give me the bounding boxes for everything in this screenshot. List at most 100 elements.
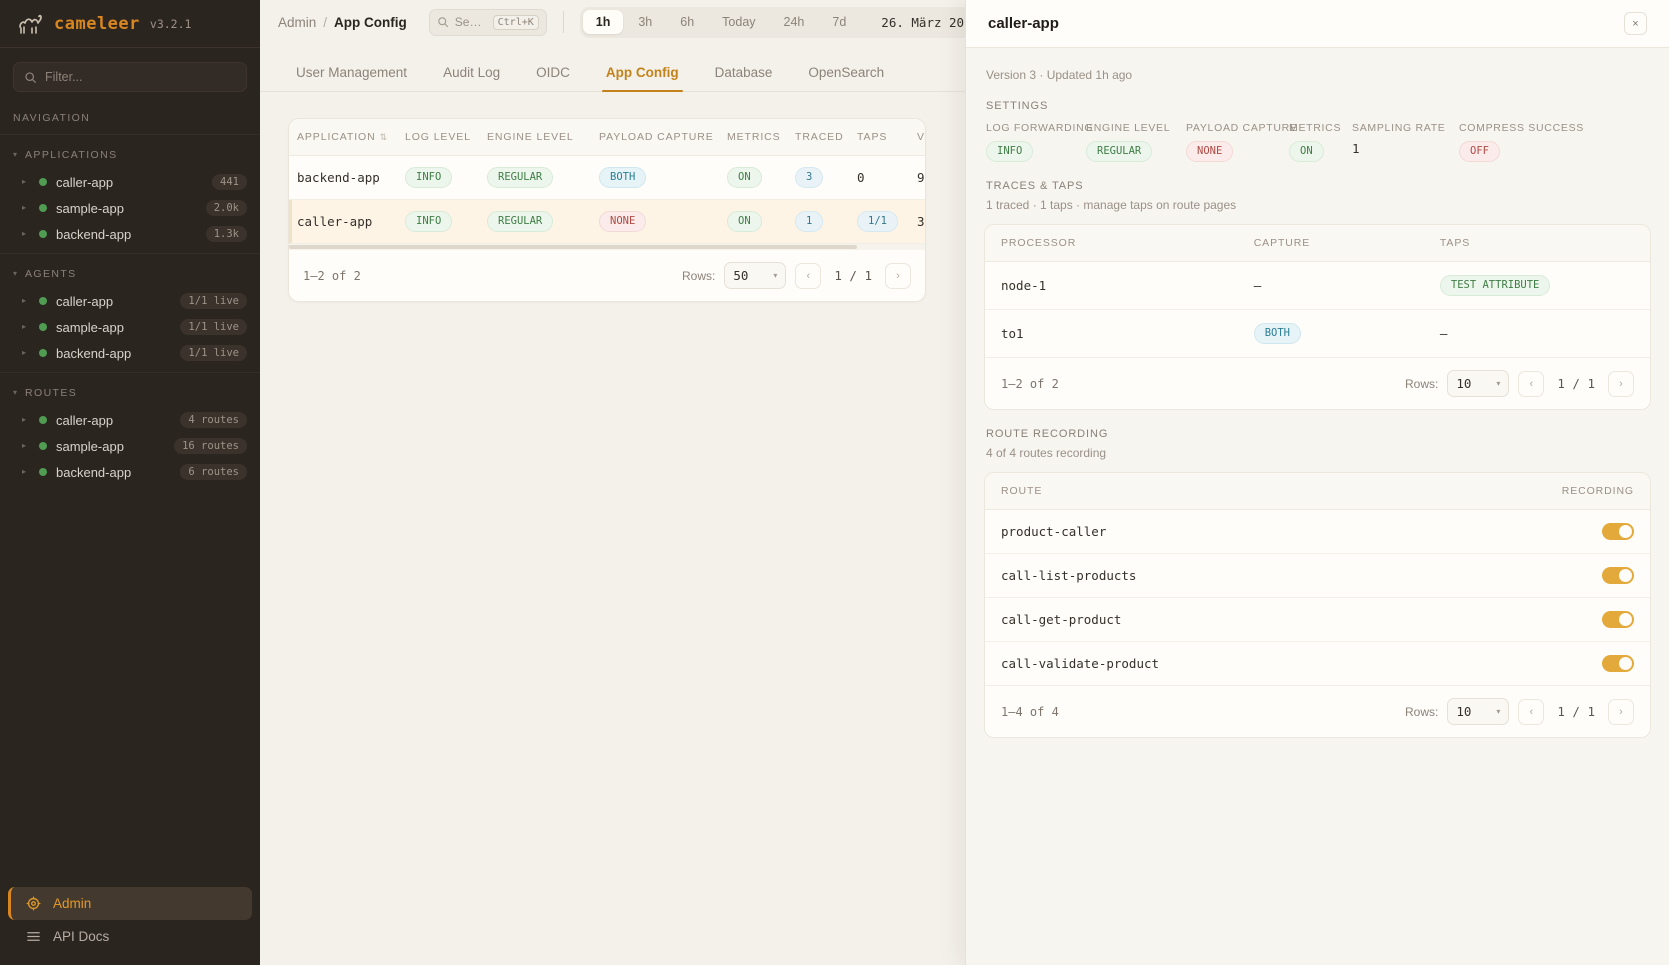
next-page-button[interactable]: › bbox=[1608, 698, 1634, 725]
col-metrics[interactable]: METRICS bbox=[719, 119, 787, 156]
section-header-routes[interactable]: ▾ ROUTES bbox=[0, 373, 260, 407]
content-area: APPLICATION ⇅ LOG LEVEL ENGINE LEVEL PAYL… bbox=[260, 92, 1669, 328]
tab-opensearch[interactable]: OpenSearch bbox=[808, 64, 885, 80]
table-row[interactable]: product-caller bbox=[985, 509, 1650, 555]
next-page-button[interactable]: › bbox=[885, 262, 911, 289]
sidebar-item-routes-caller-app[interactable]: ▸ caller-app 4 routes bbox=[0, 407, 260, 433]
range-3h[interactable]: 3h bbox=[638, 15, 653, 29]
col-application[interactable]: APPLICATION ⇅ bbox=[289, 119, 397, 156]
scrollbar-thumb[interactable] bbox=[289, 245, 857, 250]
pagination: Rows: 10 ▾ ‹ 1 / 1 › bbox=[1405, 698, 1634, 726]
sidebar-item-admin[interactable]: Admin bbox=[8, 887, 252, 920]
range-24h[interactable]: 24h bbox=[783, 15, 805, 29]
brand[interactable]: cameleer v3.2.1 bbox=[0, 0, 260, 48]
result-count: 1–4 of 4 bbox=[1001, 704, 1059, 719]
recording-heading: ROUTE RECORDING bbox=[986, 428, 1109, 441]
col-recording[interactable]: RECORDING bbox=[1450, 473, 1650, 511]
recording-toggle[interactable] bbox=[1602, 567, 1634, 585]
table-row[interactable]: node-1 — TEST ATTRIBUTE bbox=[985, 261, 1650, 311]
range-7d[interactable]: 7d bbox=[832, 15, 847, 29]
cell-engine-level: REGULAR bbox=[479, 155, 591, 201]
col-taps[interactable]: TAPS bbox=[1423, 225, 1650, 263]
col-processor[interactable]: PROCESSOR bbox=[985, 225, 1238, 263]
recording-toggle[interactable] bbox=[1602, 655, 1634, 673]
range-6h[interactable]: 6h bbox=[680, 15, 695, 29]
col-engine-level[interactable]: ENGINE LEVEL bbox=[479, 119, 591, 156]
tab-audit-log[interactable]: Audit Log bbox=[443, 64, 501, 80]
metrics-badge: ON bbox=[727, 211, 762, 233]
sidebar-item-agents-caller-app[interactable]: ▸ caller-app 1/1 live bbox=[0, 288, 260, 314]
rows-per-page-select[interactable]: 10 ▾ bbox=[1447, 698, 1510, 726]
cell-taps: 1/1 bbox=[849, 199, 909, 245]
table-row[interactable]: backend-app INFO REGULAR BOTH ON 3 0 9 bbox=[289, 155, 925, 201]
col-payload-capture[interactable]: PAYLOAD CAPTURE bbox=[591, 119, 719, 156]
sidebar-item-badge: 4 routes bbox=[180, 412, 247, 428]
sidebar-item-api-docs[interactable]: API Docs bbox=[8, 920, 252, 953]
rows-per-page-select[interactable]: 50 ▾ bbox=[724, 262, 787, 290]
chevron-down-icon: ▾ bbox=[13, 388, 18, 397]
sidebar-section-applications: ▾ APPLICATIONS ▸ caller-app 441 ▸ sample… bbox=[0, 134, 260, 253]
setting-sampling-rate: SAMPLING RATE 1 bbox=[1352, 122, 1459, 162]
sidebar-item-routes-backend-app[interactable]: ▸ backend-app 6 routes bbox=[0, 459, 260, 485]
table-row[interactable]: call-validate-product bbox=[985, 642, 1650, 686]
sidebar-item-applications-backend-app[interactable]: ▸ backend-app 1.3k bbox=[0, 221, 260, 247]
sidebar-item-applications-sample-app[interactable]: ▸ sample-app 2.0k bbox=[0, 195, 260, 221]
prev-page-button[interactable]: ‹ bbox=[795, 262, 822, 289]
setting-label: METRICS bbox=[1289, 122, 1342, 134]
close-icon[interactable]: × bbox=[1624, 12, 1647, 35]
tab-user-management[interactable]: User Management bbox=[296, 64, 408, 80]
search-input[interactable]: Se… Ctrl+K bbox=[428, 8, 547, 36]
setting-value: INFO bbox=[986, 141, 1086, 163]
col-capture[interactable]: CAPTURE bbox=[1237, 225, 1424, 263]
time-from: 26. März 20:48 bbox=[881, 14, 987, 30]
recording-toggle[interactable] bbox=[1602, 611, 1634, 629]
recording-toggle[interactable] bbox=[1602, 523, 1634, 541]
horizontal-scrollbar[interactable] bbox=[289, 244, 925, 251]
next-page-button[interactable]: › bbox=[1608, 370, 1634, 397]
sidebar: cameleer v3.2.1 Filter... NAVIGATION ▾ A… bbox=[0, 0, 260, 965]
chevron-right-icon: ▸ bbox=[22, 348, 27, 357]
chevron-right-icon: ▸ bbox=[22, 229, 27, 238]
range-today[interactable]: Today bbox=[722, 15, 756, 29]
breadcrumb-root[interactable]: Admin bbox=[278, 14, 317, 30]
rows-per-page-select[interactable]: 10 ▾ bbox=[1447, 370, 1510, 398]
table-row[interactable]: call-list-products bbox=[985, 553, 1650, 599]
cell-log-level: INFO bbox=[397, 155, 479, 201]
setting-badge: REGULAR bbox=[1086, 141, 1153, 163]
table-row[interactable]: call-get-product bbox=[985, 597, 1650, 643]
detail-panel: caller-app × Version 3 · Updated 1h ago … bbox=[965, 0, 1669, 965]
prev-page-button[interactable]: ‹ bbox=[1518, 370, 1545, 397]
sidebar-item-applications-caller-app[interactable]: ▸ caller-app 441 bbox=[0, 169, 260, 195]
chevron-down-icon: ▾ bbox=[1496, 379, 1501, 389]
col-route[interactable]: ROUTE bbox=[985, 473, 1451, 511]
sidebar-item-routes-sample-app[interactable]: ▸ sample-app 16 routes bbox=[0, 433, 260, 459]
sidebar-item-agents-backend-app[interactable]: ▸ backend-app 1/1 live bbox=[0, 340, 260, 366]
setting-value: REGULAR bbox=[1086, 141, 1186, 163]
capture-badge: BOTH bbox=[1253, 323, 1301, 345]
cell-taps: TEST ATTRIBUTE bbox=[1423, 261, 1650, 311]
section-header-applications[interactable]: ▾ APPLICATIONS bbox=[0, 135, 260, 169]
col-taps[interactable]: TAPS bbox=[849, 119, 909, 156]
cell-processor: node-1 bbox=[985, 261, 1238, 311]
rows-per-page-value: 10 bbox=[1456, 704, 1472, 720]
sidebar-item-label: caller-app bbox=[56, 174, 114, 190]
sidebar-item-agents-sample-app[interactable]: ▸ sample-app 1/1 live bbox=[0, 314, 260, 340]
tab-database[interactable]: Database bbox=[714, 64, 773, 80]
tab-oidc[interactable]: OIDC bbox=[536, 64, 570, 80]
setting-compress-success: COMPRESS SUCCESS OFF bbox=[1459, 122, 1584, 163]
range-1h[interactable]: 1h bbox=[582, 10, 624, 34]
table-row[interactable]: to1 BOTH — bbox=[985, 310, 1650, 358]
filter-input[interactable]: Filter... bbox=[13, 62, 247, 92]
section-title: AGENTS bbox=[25, 268, 77, 280]
table-footer: 1–2 of 2 Rows: 50 ▾ ‹ 1 / 1 › bbox=[289, 250, 925, 302]
col-version[interactable]: V bbox=[909, 119, 925, 156]
section-header-agents[interactable]: ▾ AGENTS bbox=[0, 254, 260, 288]
table-row[interactable]: caller-app INFO REGULAR NONE ON 1 1/1 3 bbox=[289, 199, 925, 245]
col-log-level[interactable]: LOG LEVEL bbox=[397, 119, 479, 156]
setting-log-forwarding: LOG FORWARDING INFO bbox=[986, 122, 1093, 163]
prev-page-button[interactable]: ‹ bbox=[1518, 698, 1545, 725]
cell-traced: 1 bbox=[787, 199, 849, 245]
tab-app-config[interactable]: App Config bbox=[588, 65, 697, 92]
col-traced[interactable]: TRACED bbox=[787, 119, 849, 156]
chevron-right-icon: ▸ bbox=[22, 441, 27, 450]
